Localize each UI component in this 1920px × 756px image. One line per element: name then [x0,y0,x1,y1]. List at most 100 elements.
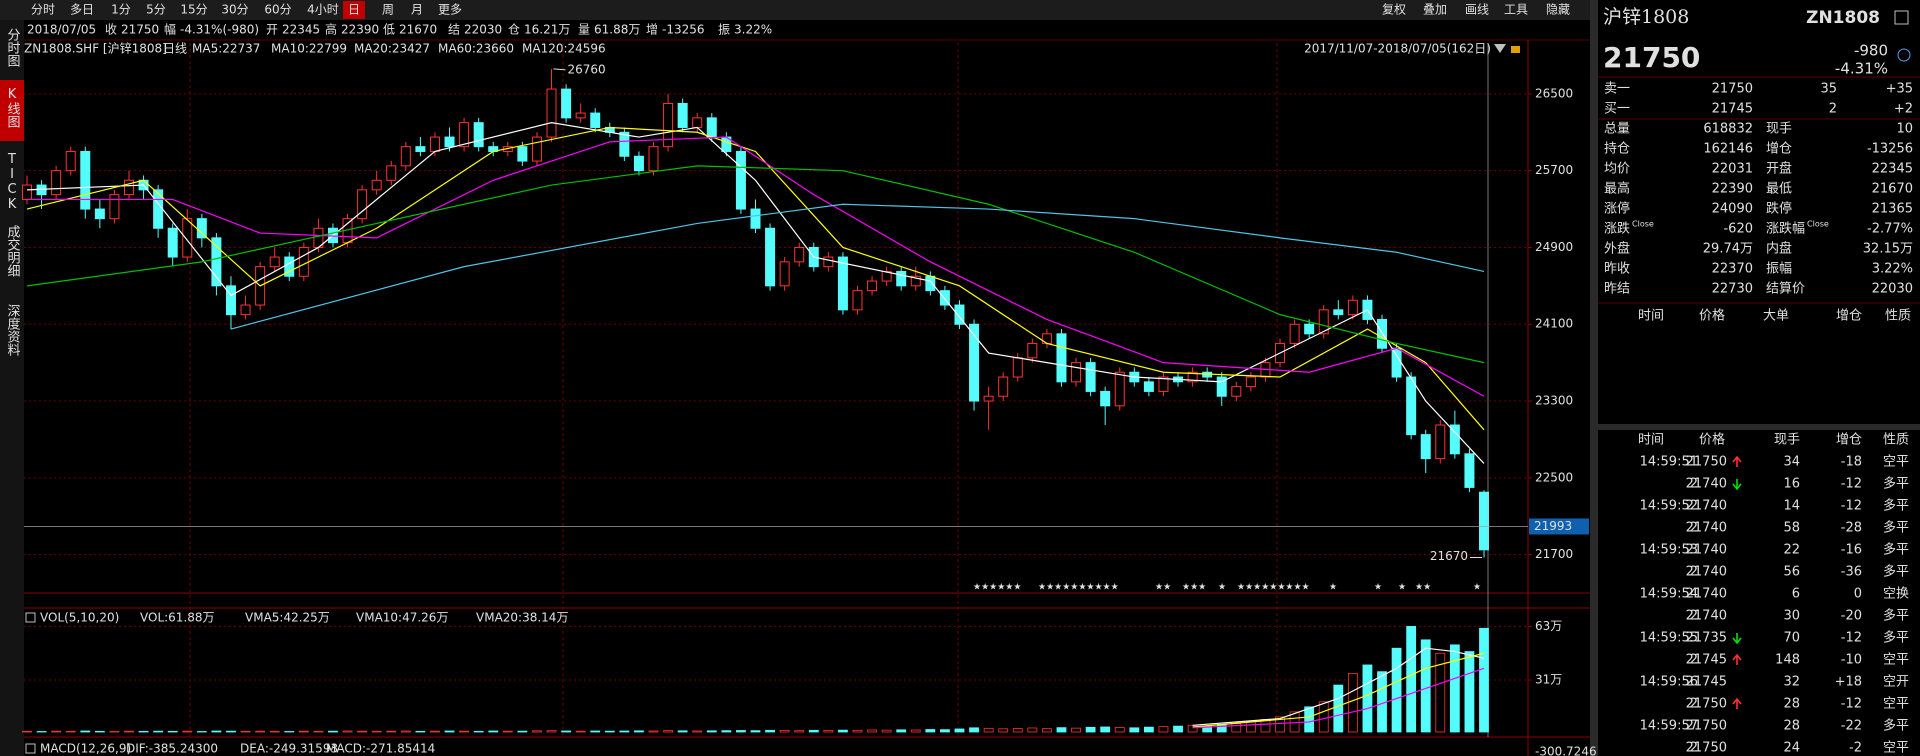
trade-volume: 28 [1783,697,1800,712]
candle-body [750,208,761,229]
ma-label: MA5:22737 [192,42,260,56]
trade-price: 21740 [1686,477,1727,492]
volume-bar [998,728,1009,733]
candle-body [546,88,557,138]
volume-bar [925,729,936,733]
info-key: 量 [578,23,590,37]
add-button[interactable] [1894,10,1909,25]
toolbar-tab[interactable]: 日 [348,3,360,17]
alert-icon[interactable] [1897,48,1911,62]
stat-value: 29.74万 [1703,242,1753,257]
volume-bar [1333,684,1344,733]
trade-volume: 58 [1783,521,1800,536]
info-key: 收 [105,23,117,37]
trade-volume: 6 [1792,587,1800,602]
trade-time: 2 [1690,653,1698,668]
volume-bar [153,730,164,733]
candle-body [1085,362,1096,392]
volume-bar [1158,726,1169,733]
volume-bar [182,730,193,733]
info-key: 幅 [164,22,176,37]
volume-bar [663,730,673,733]
toolbar-tab[interactable]: 1分 [111,3,131,17]
side-tab[interactable]: 成交明细 [5,225,21,277]
candle-body [1143,381,1154,392]
candle-body [240,304,251,316]
book-price: 21750 [1712,82,1753,97]
toolbar-tab[interactable]: 60分 [264,3,291,17]
trade-header: 性质 [1883,433,1909,448]
candle-body [22,184,32,200]
candle-body [1187,371,1198,383]
toolbar-tab[interactable]: 5分 [146,3,166,17]
trade-time: 2 [1690,609,1698,624]
quote-code: ZN1808 [1806,8,1880,28]
volume-bar [400,730,411,733]
volume-bar [94,730,105,733]
toolbar-button[interactable]: 叠加 [1423,3,1447,17]
candle-body [269,256,280,268]
volume-bar [226,730,236,733]
toolbar-tab[interactable]: 30分 [221,3,248,17]
stat-label: 外盘 [1604,241,1630,257]
volume-bar [1275,716,1285,733]
trade-nature: 空平 [1883,653,1909,668]
lock-icon[interactable] [1511,46,1520,53]
toolbar-tab[interactable]: 更多 [438,3,462,17]
trade-oi: -16 [1841,543,1862,558]
volume-bar [910,729,921,733]
volume-bar [444,730,455,733]
trade-price: 21740 [1686,609,1727,624]
toolbar-button[interactable]: 工具 [1504,3,1528,17]
volume-bar [502,730,513,733]
y-tick-label: 23300 [1535,394,1573,408]
dropdown-icon[interactable] [1494,44,1506,53]
volume-bar [1012,728,1023,733]
volume-bar [736,730,746,733]
side-tab[interactable]: K线图 [5,87,21,128]
volume-bar [969,727,979,733]
volume-bar [22,730,32,733]
trade-time: 14:59:52 [1640,499,1698,514]
candle-body [531,136,542,162]
toolbar-tab[interactable]: 周 [382,3,394,17]
volume-bar [1362,664,1373,733]
volume-bar [648,730,659,733]
y-tick-label: 26500 [1535,86,1573,100]
trade-volume: 32 [1783,675,1800,690]
toolbar-tab[interactable]: 15分 [180,3,207,17]
toolbar-tab[interactable]: 分时 [31,3,55,17]
side-tab[interactable]: 分时图 [5,28,21,67]
candle-body [677,102,688,128]
toolbar-tab[interactable]: 月 [411,3,423,17]
volume-bar [386,730,397,733]
volume-bar [371,730,382,733]
candle-body [167,227,178,258]
trade-time: 2 [1690,741,1698,756]
toolbar-tab[interactable]: 4小时 [307,3,339,17]
tab-active [343,1,365,19]
side-tab[interactable]: TICK [5,152,20,212]
vol-label: VOL:61.88万 [140,611,215,625]
stat-label: 开盘 [1766,161,1792,177]
candle-body [648,146,659,172]
trade-oi: -28 [1841,521,1862,536]
candle-body [1231,386,1242,397]
stat-sup: Close [1632,220,1654,229]
toolbar-tab[interactable]: 多日 [70,3,94,17]
toolbar-button[interactable]: 隐藏 [1546,3,1570,17]
big-order-header: 时间 [1638,309,1664,324]
trade-price: 21750 [1686,719,1727,734]
macd-icon [25,743,36,754]
toolbar-button[interactable]: 复权 [1382,3,1406,17]
info-value: 21670 [399,23,437,37]
trade-time: 14:59:55 [1640,631,1698,646]
trade-volume: 28 [1783,719,1800,734]
toolbar-button[interactable]: 画线 [1465,3,1489,17]
period: 日线 [163,42,187,56]
volume-bar [473,730,484,733]
side-tab[interactable]: 深度资料 [5,304,21,356]
volume-bar [328,730,338,733]
trade-time: 2 [1690,697,1698,712]
candle-body [1158,376,1169,392]
